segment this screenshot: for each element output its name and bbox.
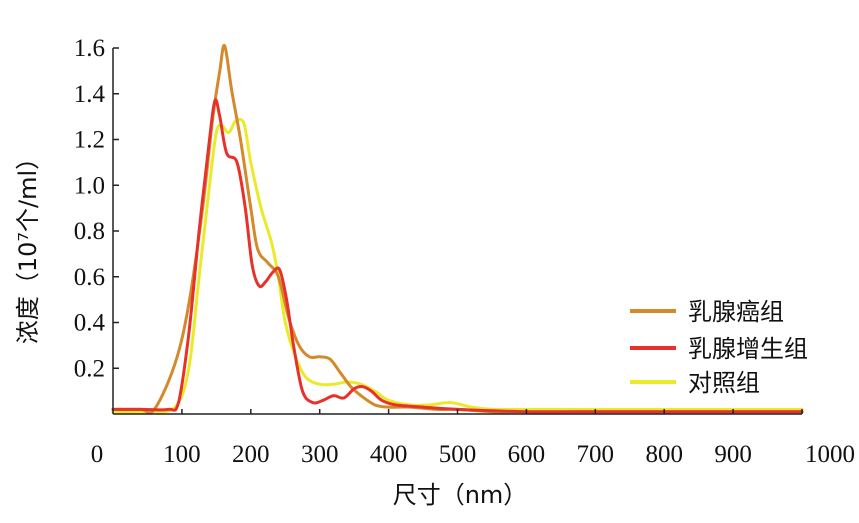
y-tick-label: 1.2: [74, 127, 105, 154]
x-ticks: 0 100 200 300 400 500 600 700 800 900 1000: [91, 409, 855, 468]
y-tick-label: 1.0: [74, 172, 105, 199]
legend-label-0: 乳腺癌组: [688, 298, 784, 326]
y-axis-title: 浓度（10⁷个/ml）: [14, 146, 42, 344]
x-tick-label: 500: [439, 441, 477, 468]
legend-label-1: 乳腺增生组: [688, 335, 808, 363]
x-tick-label: 900: [714, 441, 752, 468]
y-tick-label: 1.4: [74, 81, 106, 108]
x-axis-title: 尺寸（nm）: [393, 481, 528, 509]
x-tick-label: 700: [577, 441, 615, 468]
x-tick-label: 600: [508, 441, 546, 468]
y-ticks: 0.2 0.4 0.6 0.8 1.0 1.2 1.4 1.6: [74, 35, 119, 382]
x-tick-label: 300: [301, 441, 339, 468]
x-tick-label: 1000: [805, 441, 855, 468]
series-line-1: [111, 98, 804, 414]
legend-label-2: 对照组: [688, 369, 760, 397]
y-tick-label: 0.8: [74, 218, 105, 245]
x-tick-label: 0: [91, 441, 104, 468]
x-tick-label: 800: [645, 441, 683, 468]
y-tick-label: 0.2: [74, 355, 105, 382]
x-tick-label: 200: [232, 441, 270, 468]
y-tick-label: 1.6: [74, 35, 105, 62]
plot-lines: [111, 43, 804, 415]
x-tick-label: 400: [370, 441, 408, 468]
x-tick-label: 100: [163, 441, 201, 468]
y-tick-label: 0.4: [74, 310, 106, 337]
y-tick-label: 0.6: [74, 264, 105, 291]
